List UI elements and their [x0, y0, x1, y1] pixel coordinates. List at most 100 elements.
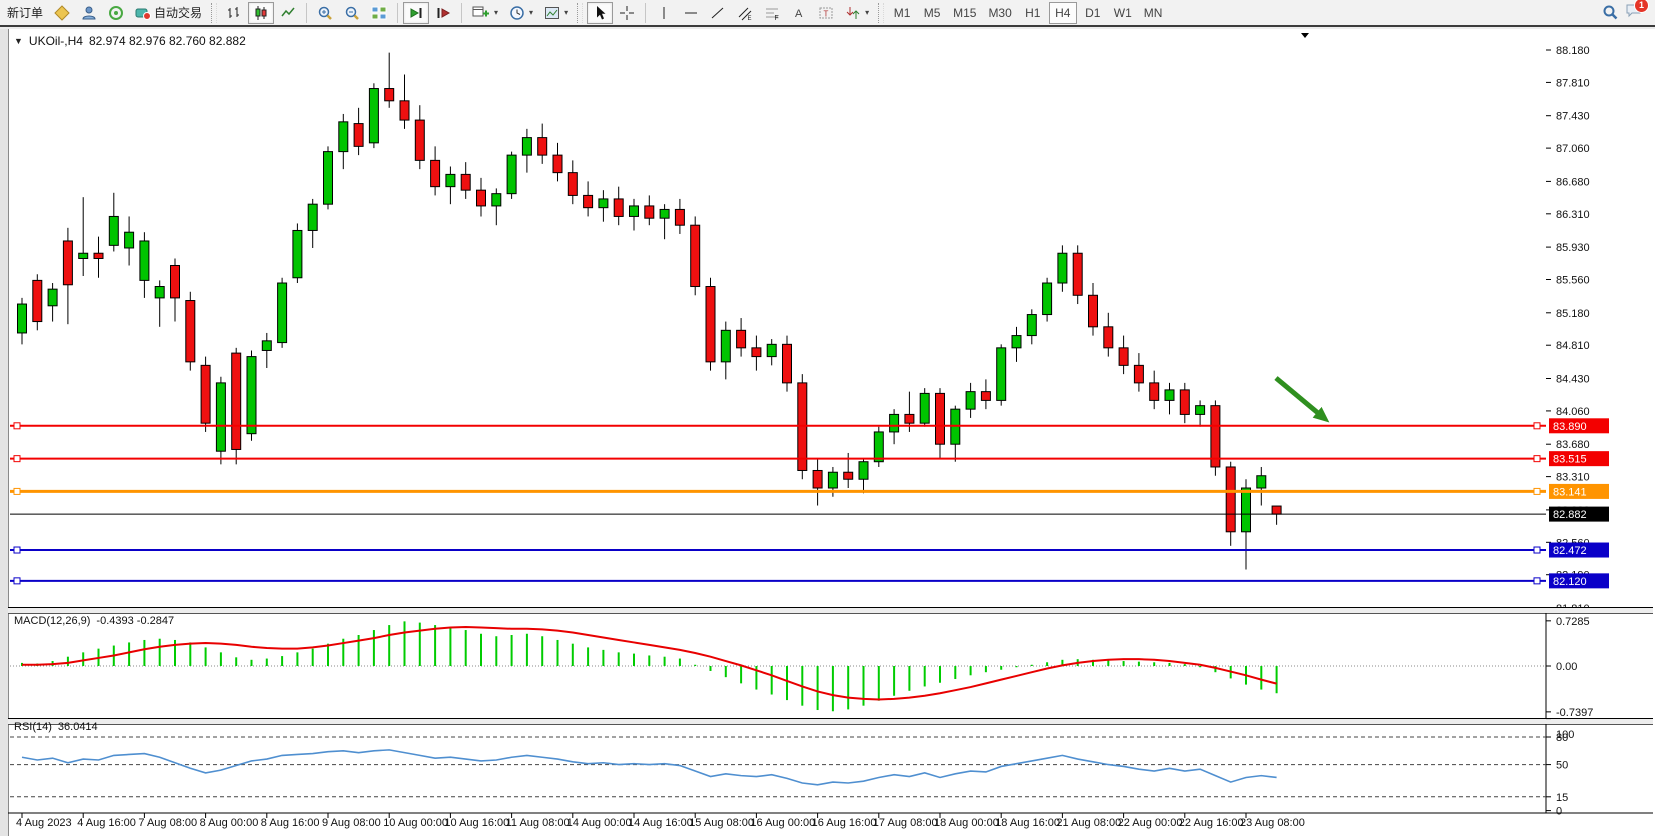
timeframe-d1-button[interactable]: D1 [1079, 2, 1107, 24]
arrows-icon [846, 6, 860, 19]
toolbar-separator [306, 2, 308, 23]
chart-shift-button[interactable] [430, 2, 456, 24]
toolbar-separator [645, 2, 647, 23]
timeframe-mn-button[interactable]: MN [1139, 2, 1168, 24]
auto-scroll-button[interactable] [403, 1, 430, 24]
chart-shift-icon [437, 7, 451, 18]
timeframe-m5-button[interactable]: M5 [918, 2, 946, 24]
rsi-name: RSI(14) [14, 721, 52, 733]
svg-text:8 Aug 16:00: 8 Aug 16:00 [261, 817, 320, 829]
svg-text:23 Aug 08:00: 23 Aug 08:00 [1240, 817, 1305, 829]
cursor-arrow-icon [597, 5, 606, 19]
timeframe-w1-button[interactable]: W1 [1109, 2, 1137, 24]
svg-text:0.7285: 0.7285 [1556, 616, 1590, 628]
new-order-button[interactable]: 新订单 [2, 2, 48, 24]
svg-text:86.680: 86.680 [1556, 176, 1590, 188]
new-chart-button[interactable]: ▾ [467, 2, 503, 24]
svg-text:82.472: 82.472 [1553, 545, 1587, 557]
notifications-button[interactable]: 1 [1625, 0, 1649, 23]
svg-text:85.180: 85.180 [1556, 308, 1590, 320]
svg-text:22 Aug 16:00: 22 Aug 16:00 [1179, 817, 1244, 829]
svg-text:88.180: 88.180 [1556, 45, 1590, 57]
chart-window: ▼ UKOil-,H4 82.974 82.976 82.760 82.882 … [0, 29, 1655, 836]
svg-text:83.890: 83.890 [1553, 421, 1587, 433]
crosshair-button[interactable] [614, 2, 640, 24]
text-icon: A [795, 8, 803, 20]
auto-scroll-icon [410, 7, 422, 18]
signals-button[interactable] [103, 2, 129, 24]
svg-text:82.882: 82.882 [1553, 509, 1587, 521]
toolbar-grip [577, 2, 584, 23]
shapes-dropdown-button[interactable]: ▾ [840, 2, 874, 24]
chevron-down-icon: ▾ [865, 8, 870, 17]
search-icon [1603, 5, 1618, 20]
line-chart-button[interactable] [275, 2, 301, 24]
cursor-button[interactable] [587, 1, 614, 24]
svg-text:87.060: 87.060 [1556, 143, 1590, 155]
svg-text:87.430: 87.430 [1556, 111, 1590, 123]
svg-text:11 Aug 08:00: 11 Aug 08:00 [506, 817, 570, 829]
auto-trading-button[interactable]: 自动交易 [130, 2, 207, 24]
horizontal-line-button[interactable] [678, 2, 704, 24]
svg-text:84.430: 84.430 [1556, 374, 1590, 386]
favorites-button[interactable] [49, 2, 75, 24]
person-icon [82, 6, 96, 19]
timeframe-m1-button[interactable]: M1 [888, 2, 916, 24]
periods-dropdown-button[interactable]: ▾ [504, 2, 538, 24]
auto-trading-icon [135, 8, 152, 20]
macd-values: -0.4393 -0.2847 [96, 615, 175, 627]
new-chart-icon [472, 6, 490, 16]
profile-button[interactable] [76, 2, 102, 24]
svg-text:84.060: 84.060 [1556, 406, 1590, 418]
bar-chart-button[interactable] [221, 2, 247, 24]
timeframe-m30-button[interactable]: M30 [983, 2, 1016, 24]
rsi-value: 36.0414 [57, 721, 98, 733]
channel-icon: E [738, 7, 752, 21]
zoom-out-button[interactable] [339, 2, 365, 24]
rsi-indicator-label: RSI(14) 36.0414 [14, 721, 98, 733]
svg-text:86.310: 86.310 [1556, 209, 1590, 221]
zoom-out-icon [345, 6, 359, 20]
svg-text:80: 80 [1556, 732, 1568, 744]
chart-ohlc-values: 82.974 82.976 82.760 82.882 [88, 34, 246, 48]
svg-text:22 Aug 00:00: 22 Aug 00:00 [1118, 817, 1183, 829]
tile-windows-button[interactable] [366, 2, 392, 24]
templates-button[interactable]: ▾ [539, 2, 573, 24]
macd-name: MACD(12,26,9) [14, 615, 91, 627]
equidistant-channel-button[interactable]: E [732, 2, 758, 24]
chevron-down-icon: ▾ [529, 8, 534, 17]
toolbar-grip [211, 2, 218, 23]
zoom-in-button[interactable] [312, 2, 338, 24]
timeframe-h4-button[interactable]: H4 [1048, 1, 1077, 24]
text-label-button[interactable]: T [813, 2, 839, 24]
svg-text:83.680: 83.680 [1556, 439, 1590, 451]
svg-text:14 Aug 00:00: 14 Aug 00:00 [567, 817, 632, 829]
diamond-icon [54, 4, 70, 21]
trendline-button[interactable] [705, 2, 731, 24]
svg-text:T: T [824, 9, 829, 18]
tile-windows-icon [371, 6, 387, 19]
svg-text:4 Aug 2023: 4 Aug 2023 [16, 817, 72, 829]
notification-badge: 1 [1634, 0, 1649, 13]
search-button[interactable] [1597, 2, 1624, 24]
auto-trading-label: 自动交易 [154, 6, 203, 20]
svg-text:18 Aug 00:00: 18 Aug 00:00 [934, 817, 999, 829]
chevron-down-icon: ▾ [564, 8, 569, 17]
fibonacci-button[interactable]: F [759, 2, 785, 24]
toolbar-separator [461, 2, 463, 23]
svg-text:16 Aug 00:00: 16 Aug 00:00 [750, 817, 815, 829]
vertical-line-button[interactable] [651, 2, 677, 24]
clock-icon [510, 5, 524, 20]
toolbar: 新订单 自动交易 ▾ ▾ [0, 0, 1655, 27]
svg-text:15: 15 [1556, 792, 1568, 804]
candlestick-chart-button[interactable] [248, 1, 275, 24]
svg-text:85.930: 85.930 [1556, 242, 1590, 254]
timeframe-m15-button[interactable]: M15 [948, 2, 981, 24]
timeframe-h1-button[interactable]: H1 [1019, 2, 1047, 24]
toolbar-separator [397, 2, 399, 23]
price-chart-canvas[interactable]: 88.180 87.810 87.430 87.060 86.680 86.310 85.9… [8, 29, 1655, 834]
collapse-triangle-icon[interactable]: ▼ [14, 36, 23, 46]
svg-text:14 Aug 16:00: 14 Aug 16:00 [628, 817, 693, 829]
text-button[interactable]: A [786, 2, 812, 24]
svg-text:10 Aug 16:00: 10 Aug 16:00 [444, 817, 509, 829]
